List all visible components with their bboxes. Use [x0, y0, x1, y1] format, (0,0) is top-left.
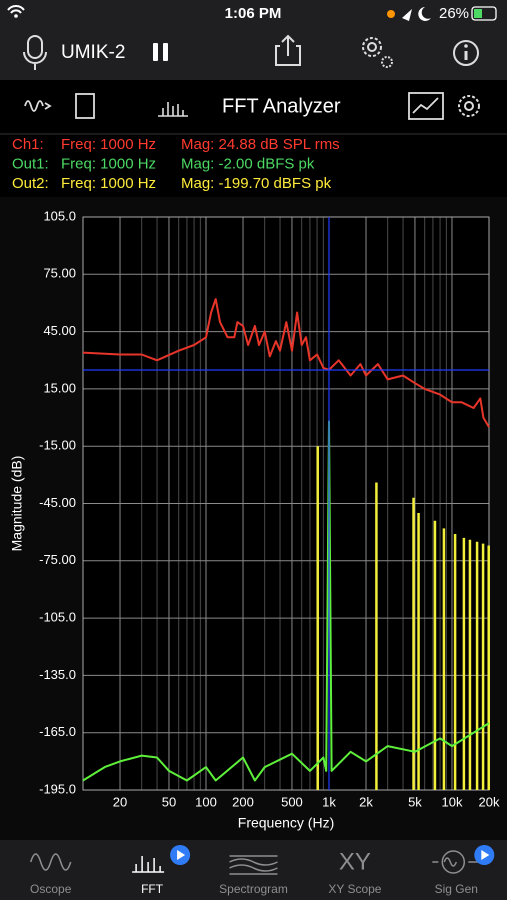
x-tick-label: 50 — [162, 794, 176, 809]
tab[interactable]: Oscope — [29, 853, 72, 896]
x-tick-label: 10k — [441, 794, 462, 809]
x-tick-label: 20 — [113, 794, 127, 809]
gear-outer — [362, 37, 382, 57]
pause-button[interactable] — [153, 43, 168, 61]
tab-icon — [229, 855, 278, 875]
recording-dot — [387, 10, 395, 18]
spectrum-chart: 20 50 100 200 500 1k 2k 5k 10k 20k 105.0 75.00 45.00… — [9, 208, 500, 830]
waveform-file-button[interactable] — [75, 93, 95, 119]
readout-freq: Freq: 1000 Hz — [61, 155, 156, 172]
x-axis-label: Frequency (Hz) — [238, 815, 334, 831]
readout-mag: Mag: 24.88 dB SPL rms — [181, 136, 340, 153]
pause-bar — [163, 43, 168, 61]
y-tick-label: -45.00 — [39, 495, 76, 510]
x-tick-label: 2k — [359, 794, 373, 809]
y-tick-label: 15.00 — [43, 380, 76, 395]
chart-style-button[interactable] — [408, 92, 444, 120]
gear-small — [381, 56, 393, 68]
tab-icon-ring — [441, 850, 466, 874]
tab-badge-play — [177, 850, 186, 860]
x-tick-label: 1k — [322, 794, 336, 809]
readouts: Ch1: Freq: 1000 Hz Mag: 24.88 dB SPL rms Ou… — [12, 136, 340, 192]
pause-bar — [153, 43, 158, 61]
tab-icon — [29, 853, 72, 871]
settings-button[interactable] — [362, 37, 393, 68]
moon-icon — [418, 7, 431, 21]
info-button[interactable] — [453, 40, 479, 66]
gear-outer — [458, 95, 480, 117]
tab-label: FFT — [141, 882, 164, 896]
mic-button[interactable] — [23, 35, 47, 70]
y-tick-label: 75.00 — [43, 266, 76, 281]
location-icon — [402, 9, 412, 21]
tab-bar: Oscope FFT Spectrogram XY XY Scope Sig Gen — [29, 845, 495, 896]
x-tick-label: 100 — [195, 794, 217, 809]
x-tick-label: 5k — [408, 794, 422, 809]
gear-inner — [367, 42, 377, 52]
tab-label: XY Scope — [328, 882, 381, 896]
tab[interactable]: Sig Gen — [432, 845, 495, 896]
mic-icon — [27, 35, 43, 59]
status-time: 1:06 PM — [225, 5, 282, 22]
gear-inner — [464, 101, 474, 111]
tab[interactable]: Spectrogram — [219, 855, 288, 896]
info-circle — [453, 40, 479, 66]
tab-badge-play — [481, 850, 490, 860]
readout-freq: Freq: 1000 Hz — [61, 136, 156, 153]
plot-frame — [82, 216, 490, 791]
readout-channel: Out1: — [12, 155, 49, 172]
tab-icon — [432, 857, 479, 867]
x-tick-label: 200 — [232, 794, 254, 809]
readout-freq: Freq: 1000 Hz — [61, 175, 156, 192]
readout-mag: Mag: -2.00 dBFS pk — [181, 155, 315, 172]
y-tick-label: 45.00 — [43, 323, 76, 338]
series-line — [82, 420, 490, 782]
readout-channel: Out2: — [12, 175, 49, 192]
wifi-icon — [7, 5, 25, 14]
y-tick-label: 105.0 — [43, 208, 76, 223]
input-wave-button[interactable] — [24, 100, 52, 112]
y-tick-label: -75.00 — [39, 552, 76, 567]
info-dot — [464, 44, 468, 48]
battery-percent: 26% — [439, 5, 469, 22]
tab-icon — [132, 856, 165, 873]
y-tick-label: -135.0 — [39, 667, 76, 682]
tab-icon-text: XY — [339, 848, 371, 875]
share-arrow — [281, 34, 295, 56]
wifi-dot — [14, 14, 18, 18]
fft-settings-button[interactable] — [458, 95, 480, 117]
y-tick-label: -105.0 — [39, 610, 76, 625]
series-line — [82, 298, 490, 428]
tab-label: Sig Gen — [435, 882, 478, 896]
y-axis-label: Magnitude (dB) — [9, 456, 25, 552]
share-box — [275, 45, 301, 66]
readout-mag: Mag: -199.70 dBFS pk — [181, 175, 332, 192]
tab-bar-bg — [0, 840, 507, 900]
battery-level — [474, 9, 482, 18]
tab-label: Spectrogram — [219, 882, 288, 896]
y-tick-label: -195.0 — [39, 781, 76, 796]
x-tick-label: 20k — [479, 794, 500, 809]
x-tick-label: 500 — [281, 794, 303, 809]
tab[interactable]: FFT — [132, 845, 191, 896]
chart-style-frame — [408, 92, 444, 120]
share-button[interactable] — [275, 34, 301, 66]
y-tick-label: -165.0 — [39, 724, 76, 739]
readout-channel: Ch1: — [12, 136, 44, 153]
info-stem — [464, 51, 468, 60]
tab[interactable]: XY XY Scope — [328, 848, 381, 896]
top-bar-bg — [0, 0, 507, 80]
tab-label: Oscope — [30, 882, 72, 896]
device-name[interactable]: UMIK-2 — [61, 42, 125, 63]
screen-title: FFT Analyzer — [222, 95, 341, 117]
fft-icon — [158, 102, 188, 117]
battery-icon — [471, 6, 497, 21]
y-tick-label: -15.00 — [39, 438, 76, 453]
chart-style-line — [412, 97, 439, 114]
mic-stand — [23, 51, 47, 70]
